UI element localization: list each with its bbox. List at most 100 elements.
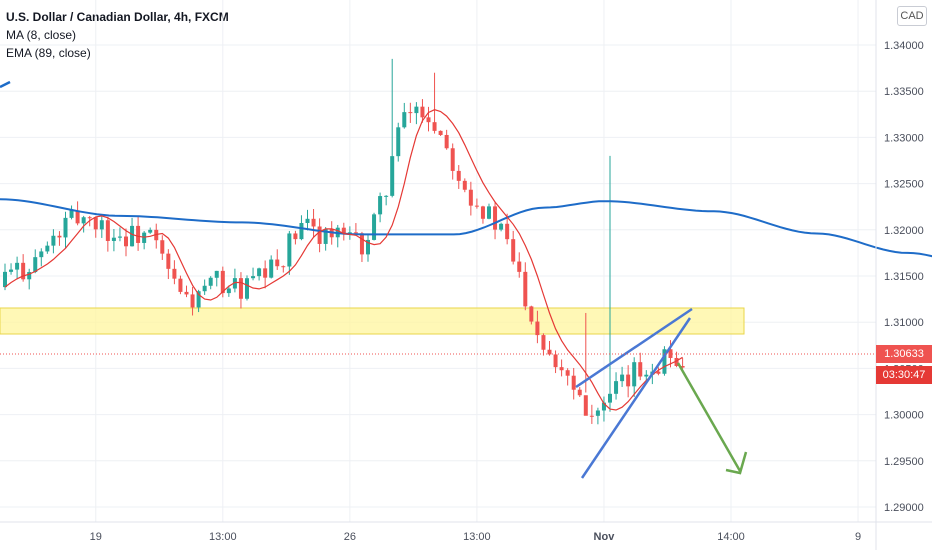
legend-ma[interactable]: MA (8, close) — [6, 28, 77, 42]
candle-series — [3, 58, 685, 425]
time-tick-label: 13:00 — [463, 531, 491, 543]
candle-body — [577, 389, 582, 396]
candle-body — [511, 239, 516, 262]
candle-body — [366, 239, 370, 255]
legend-ema[interactable]: EMA (89, close) — [6, 46, 91, 60]
ema-left-stub — [0, 80, 11, 89]
candle-body — [414, 106, 419, 114]
candle-body — [293, 233, 298, 240]
candle-body — [172, 268, 177, 279]
candle-body — [353, 232, 358, 234]
currency-button[interactable]: CAD — [897, 6, 927, 26]
candle-body — [15, 262, 20, 270]
candle-body — [662, 349, 667, 374]
candle-body — [559, 367, 564, 371]
candle-body — [487, 206, 491, 219]
chart-title: U.S. Dollar / Canadian Dollar, 4h, FXCM — [6, 10, 229, 24]
candle-body — [130, 225, 135, 247]
candle-body — [117, 236, 122, 238]
candle-body — [680, 365, 685, 368]
candle-body — [245, 278, 249, 299]
candle-body — [63, 217, 68, 238]
candle-body — [372, 214, 377, 240]
candle-body — [281, 266, 286, 268]
candle-body — [166, 253, 171, 269]
candle-body — [668, 349, 673, 358]
price-tick-label: 1.31000 — [884, 317, 924, 329]
candle-body — [93, 217, 98, 230]
candle-body — [517, 261, 522, 272]
chart-grid — [0, 0, 876, 522]
candle-body — [39, 251, 44, 258]
price-axis: 1.34000 1.33500 1.33000 1.32500 1.32000 1.315… — [884, 40, 924, 514]
time-tick-label: 9 — [855, 531, 861, 543]
candle-body — [263, 268, 268, 278]
candle-body — [184, 291, 189, 295]
candle-body — [601, 402, 606, 411]
candle-body — [480, 206, 485, 219]
candle-body — [69, 210, 74, 218]
time-tick-label: 26 — [344, 531, 356, 543]
price-tick-label: 1.33500 — [884, 86, 924, 98]
candle-body — [299, 222, 304, 240]
candle-body — [499, 223, 504, 230]
candle-body — [523, 271, 528, 307]
downtrend-arrow-shaft — [676, 362, 742, 472]
downtrend-arrow-head — [725, 451, 748, 475]
candle-body — [493, 206, 498, 230]
candle-body — [57, 235, 62, 238]
candle-body — [275, 259, 280, 267]
candle-body — [196, 291, 201, 308]
candle-body — [456, 170, 461, 181]
candle-body — [33, 257, 38, 273]
candle-body — [626, 374, 631, 387]
candle-body — [75, 210, 80, 224]
candle-body — [450, 148, 455, 171]
time-tick-label: Nov — [594, 531, 616, 543]
time-tick-label: 13:00 — [209, 531, 237, 543]
candle-body — [305, 218, 310, 223]
candle-body — [674, 357, 679, 366]
candle-body — [505, 223, 510, 240]
candle-body — [553, 354, 558, 368]
candle-body — [9, 269, 14, 272]
candle-body — [535, 321, 540, 336]
candle-body — [124, 236, 128, 247]
candle-body — [444, 134, 449, 149]
price-tick-label: 1.29000 — [884, 502, 924, 514]
candle-body — [583, 395, 588, 416]
candle-body — [426, 117, 431, 123]
candle-body — [608, 393, 612, 403]
candle-body — [644, 374, 649, 377]
candle-body — [148, 229, 153, 233]
candle-body — [614, 381, 619, 394]
candle-body — [438, 130, 443, 135]
candle-body — [390, 156, 395, 196]
ema-line — [0, 198, 932, 258]
candle-body — [565, 370, 570, 376]
candle-body — [311, 218, 316, 227]
candle-body — [81, 217, 86, 224]
countdown-tag: 03:30:47 — [876, 366, 932, 384]
price-tick-label: 1.30000 — [884, 410, 924, 422]
price-tick-label: 1.33000 — [884, 132, 924, 144]
candle-body — [214, 270, 219, 278]
candle-body — [656, 371, 661, 374]
candle-body — [462, 180, 467, 190]
candle-body — [359, 233, 364, 255]
candle-body — [474, 205, 479, 207]
candle-body — [287, 233, 292, 267]
candle-body — [420, 106, 425, 118]
ma-line — [4, 109, 683, 411]
price-tick-label: 1.32500 — [884, 179, 924, 191]
candle-body — [378, 196, 383, 215]
candle-body — [432, 122, 437, 131]
candle-body — [202, 285, 207, 292]
candle-body — [238, 278, 243, 299]
candle-body — [99, 220, 104, 230]
candle-body — [589, 415, 594, 417]
candle-body — [529, 306, 534, 322]
candle-body — [178, 278, 183, 292]
candle-body — [402, 112, 407, 128]
